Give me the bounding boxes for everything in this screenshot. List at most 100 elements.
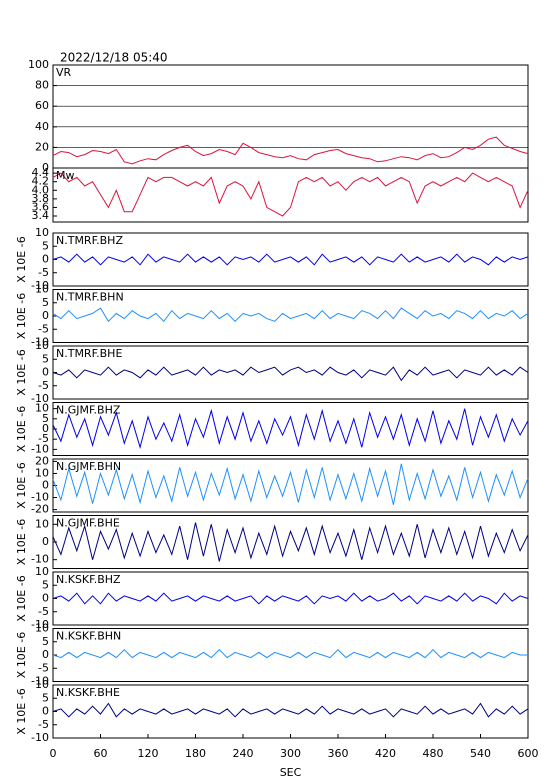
y-tick-label: -10 <box>31 336 49 349</box>
y-tick-label: -5 <box>38 432 49 445</box>
x-tick-label: 360 <box>328 747 349 760</box>
y-tick-label: 5 <box>42 412 49 425</box>
x-tick-label: 420 <box>375 747 396 760</box>
y-tick-label: 3.6 <box>32 200 50 213</box>
panel-frame <box>52 515 529 569</box>
series-label: N.TMRF.BHZ <box>56 234 123 247</box>
y-tick-label: 10 <box>35 402 49 415</box>
y-tick-label: 10 <box>35 466 49 479</box>
y-axis-label: X 10E -6 <box>15 632 28 678</box>
y-tick-label: -10 <box>31 491 49 504</box>
y-tick-label: 20 <box>35 140 49 153</box>
y-tick-label: -5 <box>38 718 49 731</box>
y-tick-label: 10 <box>35 226 49 239</box>
series-line <box>52 408 529 450</box>
y-tick-label: 10 <box>35 517 49 530</box>
y-tick-label: 0 <box>42 479 49 492</box>
y-tick-label: 5 <box>42 352 49 365</box>
y-tick-label: -5 <box>38 379 49 392</box>
series-line <box>52 366 529 382</box>
y-tick-label: 40 <box>35 120 49 133</box>
series-line <box>52 307 529 323</box>
y-tick-label: 5 <box>42 296 49 309</box>
y-axis-label: X 10E -6 <box>15 462 28 508</box>
series-label: VR <box>56 66 72 79</box>
series-label: N.GJMF.BHZ <box>56 404 121 417</box>
panel-frame <box>52 402 529 456</box>
panel-frame <box>52 289 529 343</box>
y-tick-label: 10 <box>35 565 49 578</box>
series-line <box>52 648 528 659</box>
x-tick-label: 540 <box>470 747 491 760</box>
y-tick-label: 60 <box>35 99 49 112</box>
y-axis-label: X 10E -6 <box>15 688 28 734</box>
y-tick-label: 5 <box>42 691 49 704</box>
x-tick-label: 240 <box>233 747 254 760</box>
y-tick-label: 0 <box>42 422 49 435</box>
y-tick-label: 0 <box>42 705 49 718</box>
series-line <box>52 172 529 217</box>
y-tick-label: 10 <box>35 283 49 296</box>
panel-frame <box>52 458 529 513</box>
y-tick-label: 0 <box>42 648 49 661</box>
series-line <box>52 463 529 505</box>
x-tick-label: 120 <box>138 747 159 760</box>
y-tick-label: 100 <box>28 58 49 71</box>
x-tick-label: 180 <box>185 747 206 760</box>
y-axis-label: X 10E -6 <box>15 293 28 339</box>
series-line <box>52 592 529 605</box>
panel-frame <box>52 345 529 400</box>
y-tick-label: 3.4 <box>32 209 50 222</box>
y-tick-label: 0 <box>42 253 49 266</box>
y-tick-label: 5 <box>42 578 49 591</box>
series-label: N.KSKF.BHZ <box>56 573 121 586</box>
series-label: N.GJMF.BHN <box>56 460 121 473</box>
y-tick-label: 4.4 <box>32 166 50 179</box>
series-line <box>52 253 529 266</box>
y-tick-label: 0 <box>42 309 49 322</box>
y-tick-label: 0 <box>42 535 49 548</box>
x-tick-label: 600 <box>518 747 539 760</box>
series-label: N.KSKF.BHN <box>56 630 121 643</box>
y-tick-label: -10 <box>31 731 49 744</box>
y-tick-label: -10 <box>31 618 49 631</box>
y-tick-label: -5 <box>38 322 49 335</box>
series-label: N.KSKF.BHE <box>56 686 120 699</box>
y-axis-label: X 10E -6 <box>15 236 28 282</box>
y-tick-label: 10 <box>35 622 49 635</box>
x-axis-label: SEC <box>280 766 302 779</box>
y-tick-label: -10 <box>31 442 49 455</box>
y-axis-label: X 10E -6 <box>15 406 28 452</box>
x-tick-label: 0 <box>50 747 57 760</box>
panel-frame <box>52 232 529 287</box>
y-axis-label: X 10E -6 <box>15 575 28 621</box>
y-tick-label: 0 <box>42 366 49 379</box>
chart-title: 2022/12/18 05:40 <box>60 51 168 65</box>
series-label: N.TMRF.BHE <box>56 347 122 360</box>
y-tick-label: 80 <box>35 79 49 92</box>
y-tick-label: -5 <box>38 605 49 618</box>
series-label: N.GJMF.BHE <box>56 517 120 530</box>
y-tick-label: -5 <box>38 661 49 674</box>
y-tick-label: 10 <box>35 678 49 691</box>
y-tick-label: 3.8 <box>32 192 50 205</box>
series-line <box>52 702 529 718</box>
y-tick-label: -20 <box>31 503 49 516</box>
y-tick-label: -10 <box>31 392 49 405</box>
y-tick-label: 0 <box>42 161 49 174</box>
y-tick-label: 20 <box>35 454 49 467</box>
x-tick-label: 300 <box>280 747 301 760</box>
series-label: N.TMRF.BHN <box>56 291 124 304</box>
y-tick-label: 5 <box>42 635 49 648</box>
series-line <box>52 522 529 562</box>
y-axis-label: X 10E -6 <box>15 349 28 395</box>
y-tick-label: 10 <box>35 339 49 352</box>
y-tick-label: -10 <box>31 279 49 292</box>
y-tick-label: -10 <box>31 553 49 566</box>
y-tick-label: -10 <box>31 675 49 688</box>
series-label: Mw <box>56 169 75 182</box>
y-tick-label: 4.0 <box>32 183 50 196</box>
y-tick-label: -5 <box>38 266 49 279</box>
y-tick-label: 4.2 <box>32 175 50 188</box>
